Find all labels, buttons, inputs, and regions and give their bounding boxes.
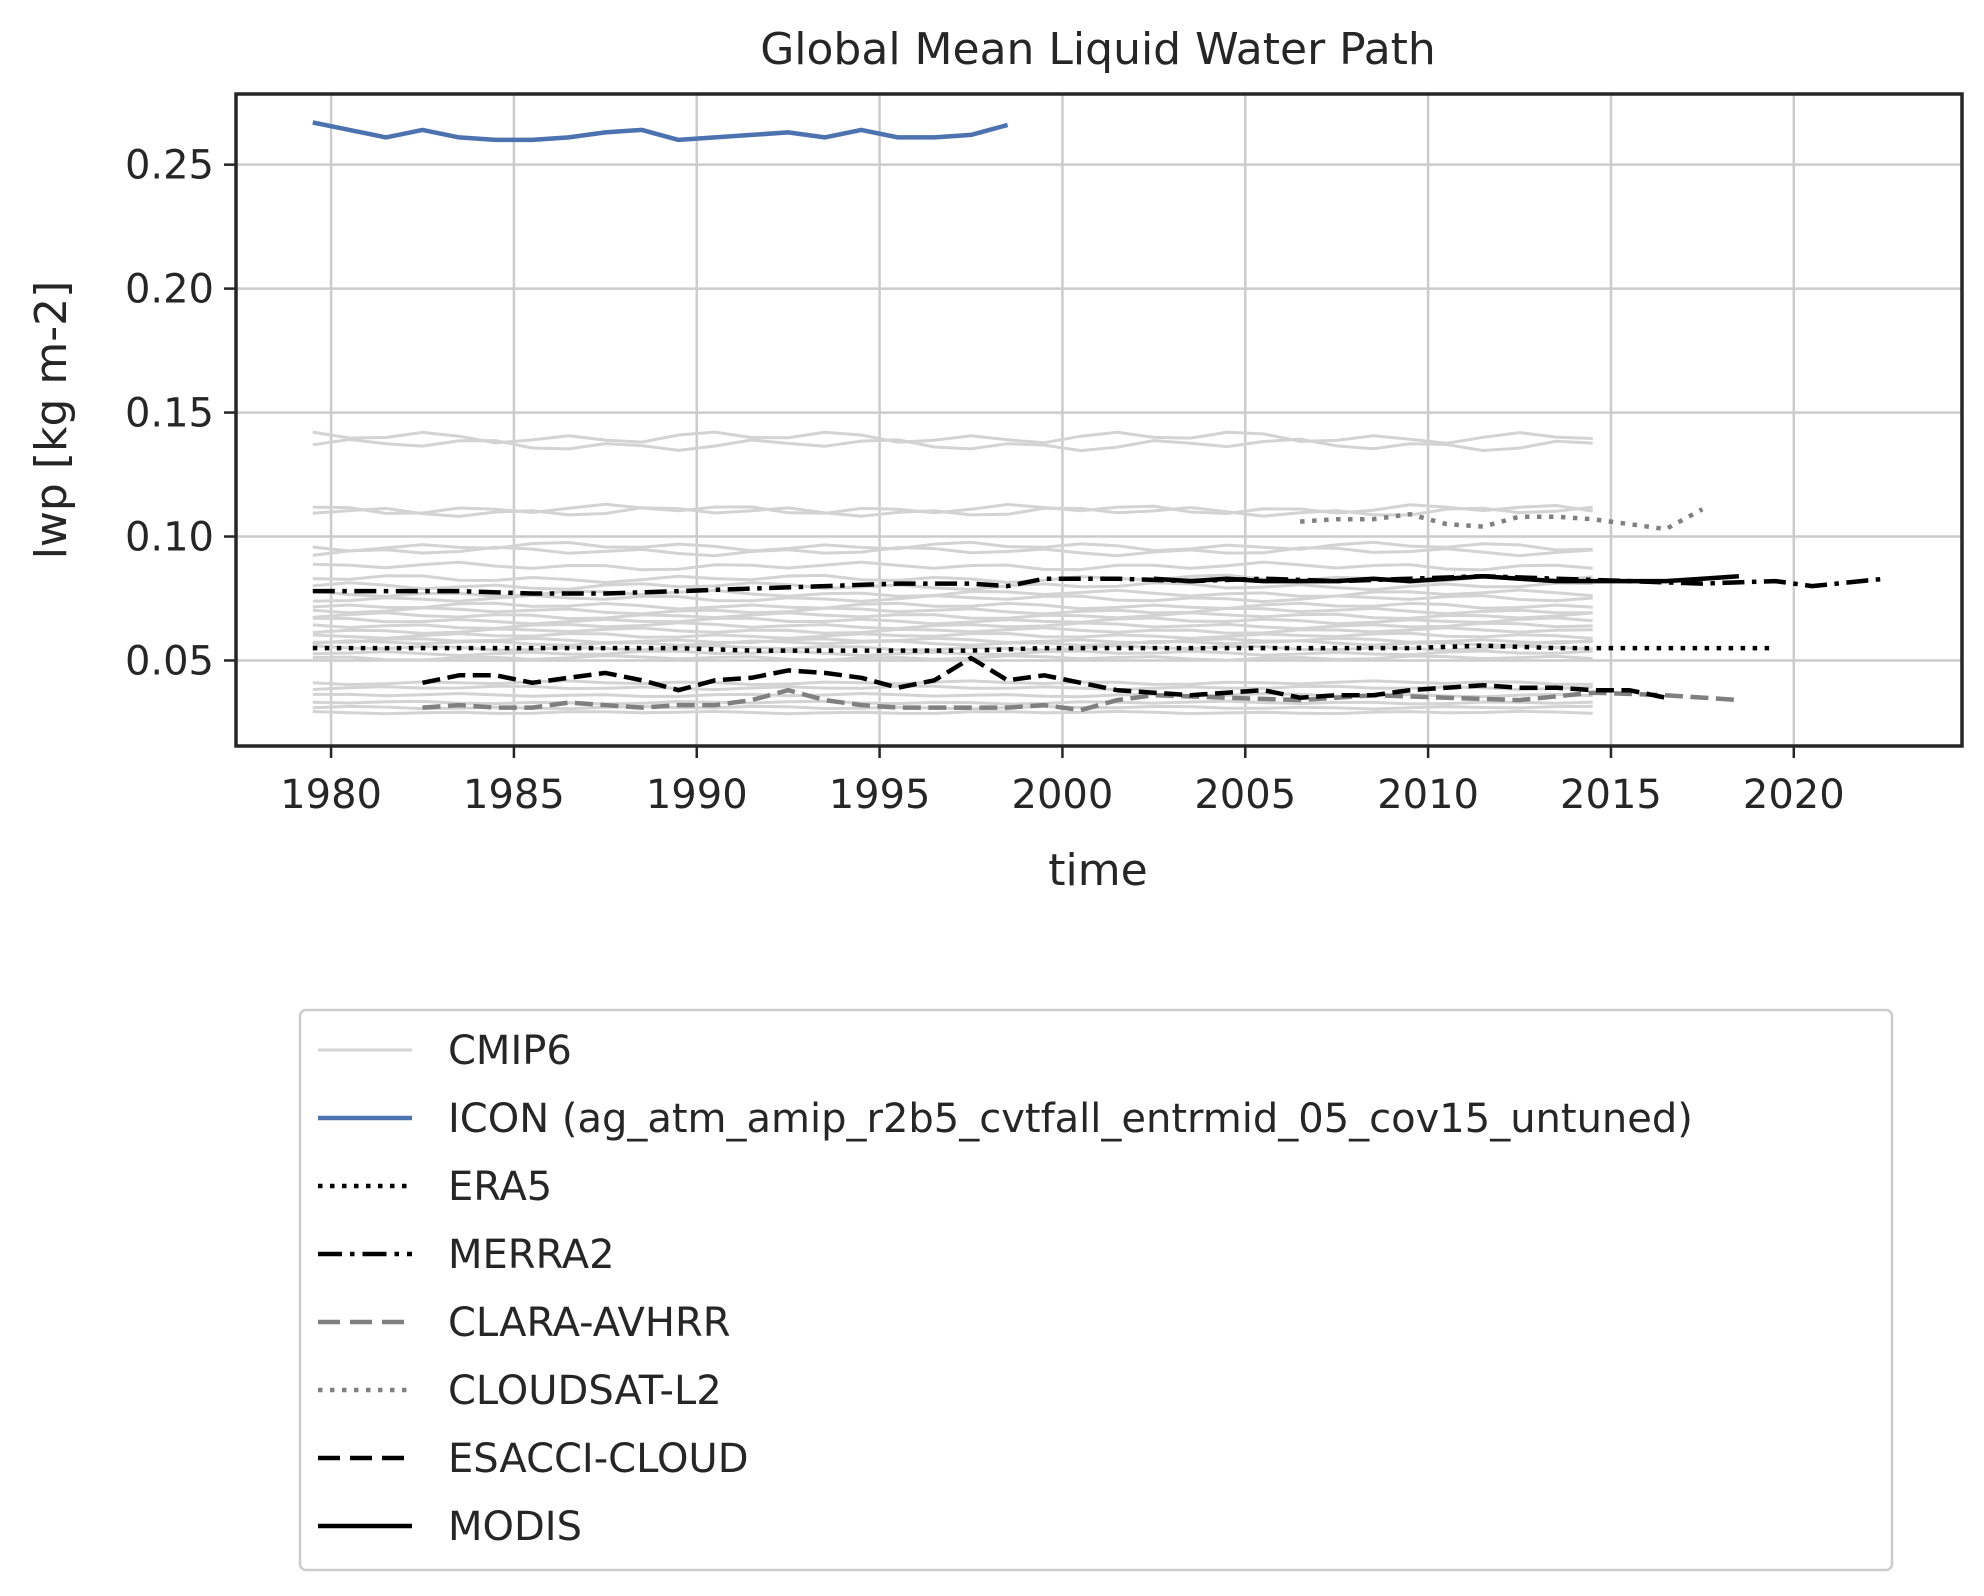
plot-frame (234, 92, 1964, 748)
legend-label-1: CMIP6 (448, 1028, 572, 1074)
cmip6-model-line-19 (312, 636, 1593, 645)
legend-label-8: MODIS (448, 1504, 582, 1550)
cmip6-model-line-18 (312, 631, 1593, 640)
legend-items: CMIP6 ICON (ag_atm_amip_r2b5_cvtfall_entr… (318, 1028, 1693, 1550)
cmip6-model-line-25 (312, 684, 1593, 692)
legend-box (298, 1008, 1894, 1572)
series-line-1 (312, 120, 1009, 143)
y-tick-label: 0.05 (125, 638, 214, 684)
y-axis-label: lwp [kg m-2] (26, 281, 77, 560)
cmip6-model-line-2 (312, 430, 1593, 445)
cmip6-lines (312, 430, 1593, 716)
series-line-4 (422, 687, 1740, 713)
series-lines (312, 120, 1886, 713)
chart-title: Global Mean Liquid Water Path (760, 24, 1436, 75)
x-axis-ticks: 1980 1985 1990 1995 2000 2005 2010 2015 2020 (280, 746, 1845, 818)
x-axis-label: time (1048, 845, 1147, 896)
cmip6-model-line-7 (312, 560, 1593, 572)
x-tick-label: 2015 (1560, 772, 1662, 818)
cmip6-model-line-9 (312, 581, 1593, 592)
cmip6-model-line-29 (312, 709, 1593, 716)
cmip6-model-line-5 (312, 540, 1593, 553)
y-axis-ticks: 0.05 0.10 0.15 0.20 0.25 (125, 143, 236, 684)
series-line-2 (312, 643, 1776, 653)
legend-label-2: ICON (ag_atm_amip_r2b5_cvtfall_entrmid_0… (448, 1096, 1693, 1142)
y-tick-label: 0.15 (125, 391, 214, 437)
series-line-7 (1153, 573, 1740, 584)
cmip6-model-line-1 (312, 437, 1593, 453)
x-tick-label: 1985 (463, 772, 565, 818)
legend-label-4: MERRA2 (448, 1232, 615, 1278)
cmip6-model-line-17 (312, 626, 1593, 635)
cmip6-model-line-16 (312, 621, 1593, 631)
cmip6-model-line-14 (312, 611, 1593, 621)
y-tick-label: 0.20 (125, 267, 214, 313)
cmip6-model-line-12 (312, 601, 1593, 611)
cmip6-model-line-15 (312, 616, 1593, 626)
x-tick-label: 2000 (1012, 772, 1114, 818)
cmip6-model-line-20 (312, 639, 1593, 647)
legend: CMIP6 ICON (ag_atm_amip_r2b5_cvtfall_entr… (298, 1008, 1894, 1572)
x-tick-label: 1995 (829, 772, 931, 818)
legend-label-5: CLARA-AVHRR (448, 1300, 731, 1346)
x-tick-label: 2010 (1377, 772, 1479, 818)
x-tick-label: 1980 (280, 772, 382, 818)
series-line-6 (422, 655, 1667, 700)
x-tick-label: 2020 (1743, 772, 1845, 818)
legend-label-3: ERA5 (448, 1164, 552, 1210)
y-tick-label: 0.25 (125, 143, 214, 189)
cmip6-model-line-27 (312, 699, 1593, 706)
cmip6-model-line-13 (312, 606, 1593, 616)
legend-label-7: ESACCI-CLOUD (448, 1436, 749, 1482)
cmip6-model-line-23 (312, 654, 1593, 662)
cmip6-model-line-4 (312, 502, 1593, 516)
gridlines (236, 94, 1962, 746)
cmip6-model-line-6 (312, 545, 1593, 558)
y-tick-label: 0.10 (125, 515, 214, 561)
cmip6-model-line-22 (312, 649, 1593, 658)
x-tick-label: 2005 (1194, 772, 1296, 818)
cmip6-model-line-11 (312, 593, 1593, 604)
x-tick-label: 1990 (646, 772, 748, 818)
series-line-5 (1299, 507, 1704, 532)
legend-label-6: CLOUDSAT-L2 (448, 1368, 722, 1414)
